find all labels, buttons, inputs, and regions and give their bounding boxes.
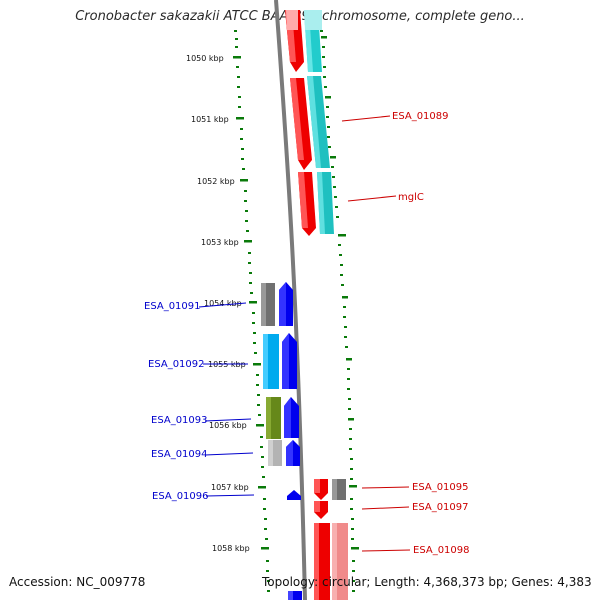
kbp-label: 1053 kbp [201, 238, 239, 247]
gene-label-ESA_01089[interactable]: ESA_01089 [392, 111, 449, 122]
label-leader [341, 115, 391, 122]
gene-feature-top-cyan-light[interactable] [304, 10, 322, 30]
gene-label-ESA_01094[interactable]: ESA_01094 [151, 449, 208, 460]
gene-label-ESA_01092[interactable]: ESA_01092 [148, 359, 205, 370]
gene-feature-ESA_01096[interactable] [287, 490, 301, 500]
gene-label-ESA_01095[interactable]: ESA_01095 [412, 482, 469, 493]
label-leader [198, 302, 247, 308]
gene-feature-gray-2[interactable] [332, 479, 346, 500]
right-tick-column [320, 30, 359, 592]
gene-feature-skyblue[interactable] [263, 334, 279, 389]
label-leader [204, 452, 254, 456]
kbp-label: 1057 kbp [211, 483, 249, 492]
gene-feature-ESA_01097[interactable] [314, 501, 328, 519]
gene-feature-ESA_01091[interactable] [279, 282, 293, 326]
gene-label-ESA_01093[interactable]: ESA_01093 [151, 415, 208, 426]
gene-feature-ESA_01089[interactable] [290, 78, 312, 170]
gene-feature-top-pink[interactable] [286, 10, 298, 30]
kbp-label: 1052 kbp [197, 177, 235, 186]
gene-label-ESA_01097[interactable]: ESA_01097 [412, 502, 469, 513]
left-tick-column [233, 30, 270, 592]
label-leader [347, 195, 397, 202]
gene-feature-cyan-3[interactable] [317, 172, 334, 234]
gene-feature-ESA_01095[interactable] [314, 479, 328, 500]
gene-label-ESA_01098[interactable]: ESA_01098 [413, 545, 470, 556]
chromosome-backbone [274, 0, 307, 600]
label-leader [205, 494, 255, 497]
gene-feature-ESA_01094[interactable] [286, 440, 300, 466]
kbp-label: 1051 kbp [191, 115, 229, 124]
gene-feature-bottom-blue[interactable] [288, 591, 302, 600]
gene-feature-olive[interactable] [266, 397, 281, 439]
gene-label-ESA_01096[interactable]: ESA_01096 [152, 491, 209, 502]
kbp-label: 1050 kbp [186, 54, 224, 63]
label-leader [361, 506, 410, 510]
kbp-label: 1058 kbp [212, 544, 250, 553]
gene-feature-pink-lower[interactable] [332, 523, 348, 600]
label-leader [361, 486, 410, 489]
kbp-label: 1054 kbp [204, 299, 242, 308]
gene-feature-light-gray[interactable] [268, 440, 282, 466]
gene-feature-mglC[interactable] [298, 172, 316, 236]
gene-label-mglC[interactable]: mglC [398, 192, 424, 203]
label-leader [361, 549, 411, 552]
kbp-label: 1056 kbp [209, 421, 247, 430]
label-leader [204, 418, 252, 422]
gene-feature-ESA_01098[interactable] [314, 523, 330, 600]
topology-text: Topology: circular; Length: 4,368,373 bp… [262, 575, 592, 589]
accession-text: Accession: NC_009778 [9, 575, 146, 589]
gene-feature-cyan-2[interactable] [307, 76, 330, 168]
gene-feature-ESA_01092[interactable] [282, 333, 297, 389]
gene-feature-ESA_01093[interactable] [284, 397, 299, 438]
gene-feature-gray-1[interactable] [261, 283, 275, 326]
gene-label-ESA_01091[interactable]: ESA_01091 [144, 301, 201, 312]
